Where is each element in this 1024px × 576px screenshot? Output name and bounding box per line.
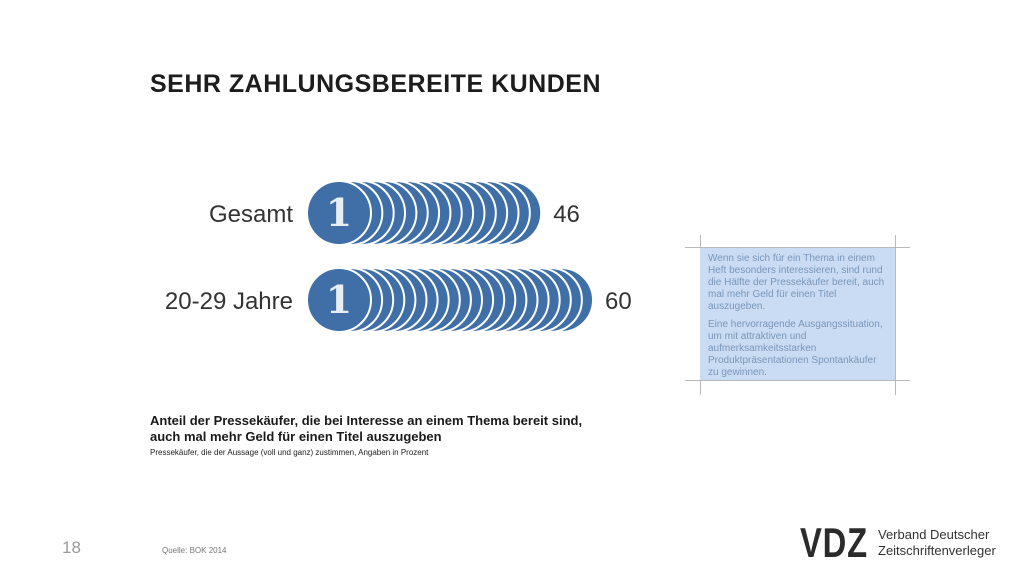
slide-title: SEHR ZAHLUNGSBEREITE KUNDEN xyxy=(150,70,602,98)
chart-caption: Anteil der Pressekäufer, die bei Interes… xyxy=(150,413,620,458)
info-box: Wenn sie sich für ein Thema in einem Hef… xyxy=(700,248,895,380)
info-paragraph-1: Wenn sie sich für ein Thema in einem Hef… xyxy=(708,253,885,312)
coin-stack-chart: Gesamt 1 46 20-29 Jahre 1 60 xyxy=(165,180,632,333)
coin xyxy=(306,180,372,246)
caption-title-line2: auch mal mehr Geld für einen Titel auszu… xyxy=(150,429,442,444)
vdz-logo-text: Verband Deutscher Zeitschriftenverleger xyxy=(878,527,996,559)
caption-title: Anteil der Pressekäufer, die bei Interes… xyxy=(150,413,620,445)
caption-subtitle: Pressekäufer, die der Aussage (voll und … xyxy=(150,448,429,457)
caption-title-line1: Anteil der Pressekäufer, die bei Interes… xyxy=(150,413,583,428)
vdz-logo-line1: Verband Deutscher xyxy=(878,527,990,542)
coin-glyph: 1 xyxy=(326,190,352,235)
source-note: Quelle: BOK 2014 xyxy=(162,546,227,555)
page-number: 18 xyxy=(62,538,81,557)
coin-bar: Gesamt 1 46 xyxy=(209,180,580,246)
coin-bar: 20-29 Jahre 1 60 xyxy=(165,267,632,333)
value-label: 46 xyxy=(553,201,580,228)
category-label: 20-29 Jahre xyxy=(165,288,293,315)
coin xyxy=(306,267,372,333)
category-label: Gesamt xyxy=(209,201,293,228)
coin-glyph: 1 xyxy=(326,277,352,322)
info-paragraph-2: Eine hervorragende Ausgangssituation, um… xyxy=(708,319,883,378)
value-label: 60 xyxy=(605,288,632,315)
vdz-logo: VDZ xyxy=(800,519,868,566)
vdz-logo-line2: Zeitschriftenverleger xyxy=(878,543,996,558)
